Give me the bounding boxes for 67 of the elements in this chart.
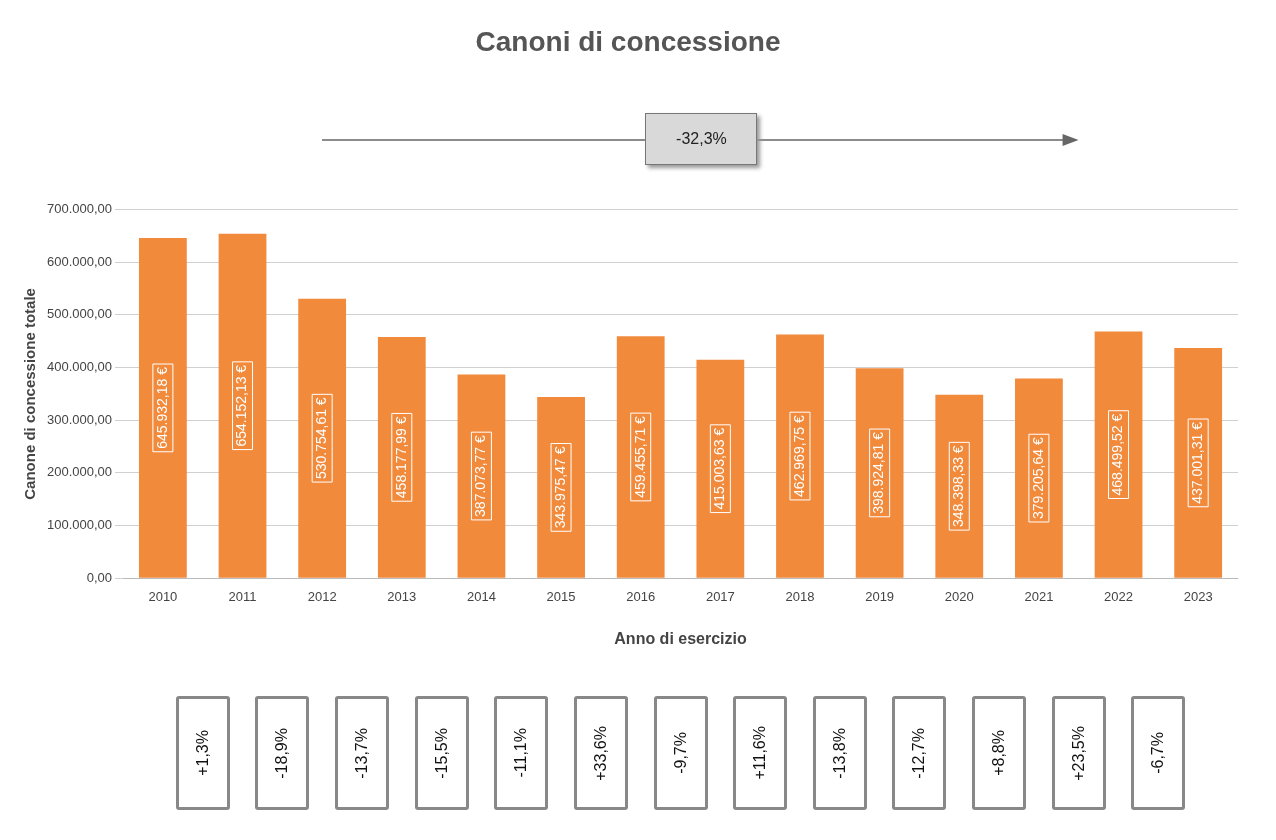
bar: [377, 336, 426, 578]
text: -32,3%: [645, 112, 758, 165]
data-label: 398.924,81 €: [870, 431, 887, 514]
bar: [1015, 378, 1063, 578]
data-label: 459.455,71 €: [631, 415, 648, 498]
x-tick-label: 2010: [148, 588, 178, 604]
x-tick-label: 2020: [944, 588, 974, 604]
x-tick-label: 2015: [546, 588, 576, 604]
data-label: 468.499,52 €: [1109, 413, 1126, 496]
text: -11,1%: [512, 728, 531, 778]
y-tick-label: 400.000,00: [46, 359, 113, 375]
text: -13,7%: [352, 727, 371, 779]
chart-title: Canoni di concessione: [475, 25, 781, 57]
bar: [138, 238, 187, 578]
data-label: 458.177,99 €: [392, 416, 409, 499]
text: -6,7%: [1149, 732, 1168, 774]
y-tick-label: 200.000,00: [46, 464, 113, 480]
data-label: 530.754,61 €: [313, 397, 330, 480]
text: -18,9%: [273, 727, 292, 779]
x-tick-label: 2014: [466, 588, 496, 604]
text: +23,5%: [1069, 725, 1088, 781]
text: +33,6%: [591, 725, 610, 781]
y-tick-label: 500.000,00: [46, 306, 113, 322]
x-tick-label: 2012: [307, 588, 337, 604]
x-axis-title: Anno di esercizio: [614, 629, 747, 647]
text: -13,8%: [830, 727, 849, 779]
x-tick-label: 2018: [785, 588, 815, 604]
data-label: 462.969,75 €: [790, 414, 807, 497]
data-label: 343.975,47 €: [551, 446, 568, 529]
bar: [616, 336, 665, 578]
data-label: 645.932,18 €: [153, 366, 170, 449]
text: +11,6%: [751, 726, 770, 780]
bar: [457, 374, 506, 578]
text: -9,7%: [671, 732, 690, 774]
x-tick-label: 2017: [705, 588, 735, 604]
text: +8,8%: [990, 730, 1009, 776]
text: -12,7%: [910, 727, 929, 779]
x-tick-label: 2013: [387, 588, 417, 604]
y-tick-label: 600.000,00: [46, 253, 113, 269]
x-tick-label: 2022: [1104, 588, 1133, 604]
bar: [935, 394, 984, 578]
data-label: 415.003,63 €: [711, 427, 728, 510]
bar: [855, 368, 904, 578]
data-label: 437.001,31 €: [1189, 421, 1206, 504]
data-label: 379.205,64 €: [1029, 437, 1046, 519]
bar: [1174, 348, 1223, 578]
y-tick-label: 300.000,00: [46, 411, 113, 427]
data-label: 387.073,77 €: [472, 434, 489, 517]
bar: [776, 334, 824, 578]
y-tick-label: 700.000,00: [46, 201, 113, 217]
data-label: 654.152,13 €: [233, 364, 250, 447]
bar: [696, 359, 745, 578]
x-tick-label: 2023: [1183, 588, 1213, 604]
x-tick-label: 2011: [228, 588, 257, 604]
y-axis-title: Canone di concessione totale: [21, 288, 39, 500]
data-label: 348.398,33 €: [950, 445, 967, 528]
y-tick-label: 0,00: [86, 569, 113, 585]
x-tick-label: 2016: [626, 588, 656, 604]
x-tick-label: 2019: [865, 588, 895, 604]
bar: [218, 233, 267, 578]
y-tick-label: 100.000,00: [46, 517, 113, 533]
text: +1,3%: [193, 730, 212, 776]
text: -15,5%: [432, 727, 451, 779]
bar: [298, 298, 347, 578]
bar: [537, 397, 585, 578]
bar: [1094, 331, 1143, 578]
x-tick-label: 2021: [1024, 588, 1054, 604]
